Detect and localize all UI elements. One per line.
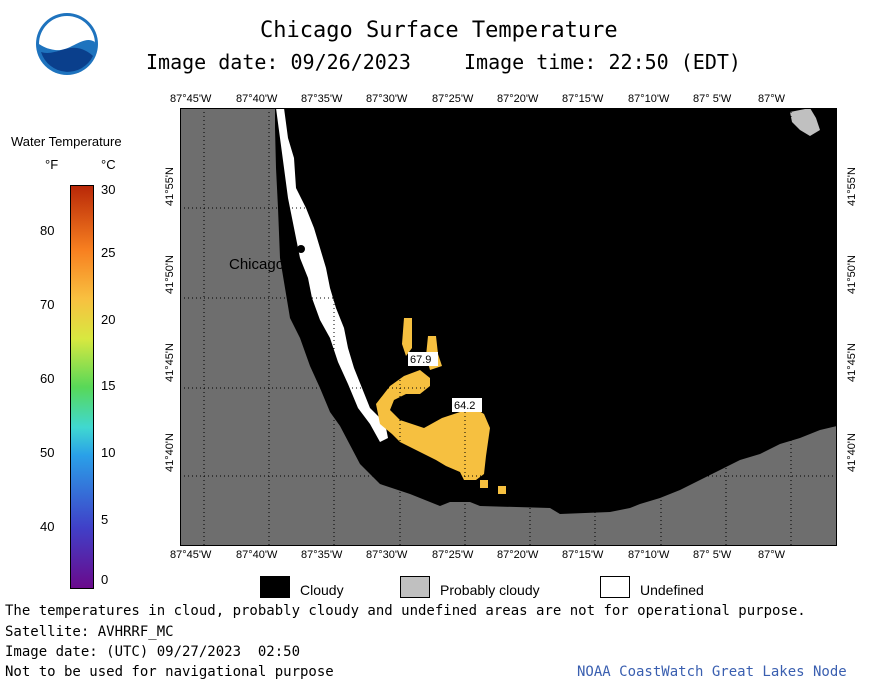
longitude-tick-label: 87° 5'W bbox=[693, 93, 732, 105]
point-label-bg bbox=[408, 352, 438, 366]
colorbar-c-tick: 20 bbox=[101, 312, 116, 327]
colorbar-f-tick: 70 bbox=[40, 297, 55, 312]
map-border bbox=[180, 108, 837, 546]
legend-swatch-probably-cloudy bbox=[400, 576, 430, 598]
latitude-tick-label: 41°55'N bbox=[164, 167, 176, 206]
warm-water-pixel bbox=[498, 486, 506, 494]
noaa-logo: NOAA bbox=[35, 12, 99, 76]
colorbar-f-tick: 40 bbox=[40, 519, 55, 534]
graticule bbox=[180, 108, 837, 546]
colorbar-title: Water Temperature bbox=[11, 134, 122, 149]
colorbar-c-tick: 30 bbox=[101, 182, 116, 197]
latitude-tick-label: 41°50'N bbox=[846, 255, 858, 294]
legend-swatch-cloudy bbox=[260, 576, 290, 598]
latitude-tick-label: 41°40'N bbox=[846, 433, 858, 472]
longitude-tick-label: 87°15'W bbox=[562, 93, 604, 105]
longitude-tick-label: 87°15'W bbox=[562, 549, 604, 561]
colorbar-c-tick: 25 bbox=[101, 245, 116, 260]
cloudy-area bbox=[275, 108, 837, 514]
legend-swatch-undefined bbox=[600, 576, 630, 598]
longitude-tick-label: 87°45'W bbox=[170, 93, 212, 105]
legend-label-probably-cloudy: Probably cloudy bbox=[440, 582, 540, 598]
svg-text:NOAA: NOAA bbox=[54, 28, 80, 38]
colorbar-c-tick: 0 bbox=[101, 572, 109, 587]
longitude-tick-label: 87°45'W bbox=[170, 549, 212, 561]
latitude-tick-label: 41°50'N bbox=[164, 255, 176, 294]
longitude-tick-label: 87°10'W bbox=[628, 549, 670, 561]
longitude-tick-label: 87°20'W bbox=[497, 93, 539, 105]
probably-cloudy-area bbox=[790, 108, 820, 136]
longitude-tick-label: 87°10'W bbox=[628, 93, 670, 105]
map-panel: Chicago 67.9 64.2 bbox=[180, 108, 837, 546]
warm-water-patch bbox=[402, 318, 412, 356]
colorbar-c-tick: 15 bbox=[101, 378, 116, 393]
colorbar bbox=[70, 185, 94, 589]
latitude-tick-label: 41°45'N bbox=[164, 343, 176, 382]
longitude-tick-label: 87°W bbox=[758, 93, 786, 105]
longitude-tick-label: 87°30'W bbox=[366, 549, 408, 561]
colorbar-c-tick: 5 bbox=[101, 512, 109, 527]
longitude-tick-label: 87°25'W bbox=[432, 93, 474, 105]
page-title: Chicago Surface Temperature bbox=[260, 18, 618, 43]
longitude-tick-label: 87°40'W bbox=[236, 93, 278, 105]
city-label: Chicago bbox=[229, 256, 284, 273]
legend-label-undefined: Undefined bbox=[640, 582, 704, 598]
footer-credit: NOAA CoastWatch Great Lakes Node bbox=[577, 664, 847, 680]
latitude-tick-label: 41°55'N bbox=[846, 167, 858, 206]
colorbar-unit-f: °F bbox=[45, 157, 59, 172]
point-label-bg bbox=[452, 398, 482, 412]
latitude-tick-label: 41°45'N bbox=[846, 343, 858, 382]
warm-water-patch bbox=[376, 370, 490, 480]
latitude-tick-label: 41°40'N bbox=[164, 433, 176, 472]
footer-satellite: Satellite: AVHRRF_MC bbox=[5, 624, 174, 640]
warm-water-pixel bbox=[480, 480, 488, 488]
longitude-tick-label: 87°40'W bbox=[236, 549, 278, 561]
longitude-tick-label: 87°W bbox=[758, 549, 786, 561]
longitude-tick-label: 87°20'W bbox=[497, 549, 539, 561]
longitude-tick-label: 87°35'W bbox=[301, 93, 343, 105]
colorbar-f-tick: 50 bbox=[40, 445, 55, 460]
longitude-tick-label: 87° 5'W bbox=[693, 549, 732, 561]
footer-nav-warning: Not to be used for navigational purpose bbox=[5, 664, 334, 680]
point-label-2: 64.2 bbox=[454, 400, 475, 412]
longitude-tick-label: 87°30'W bbox=[366, 93, 408, 105]
longitude-tick-label: 87°25'W bbox=[432, 549, 474, 561]
colorbar-c-tick: 10 bbox=[101, 445, 116, 460]
chicago-marker bbox=[297, 245, 305, 253]
point-label-1: 67.9 bbox=[410, 354, 431, 366]
footer-utc-date: Image date: (UTC) 09/27/2023 02:50 bbox=[5, 644, 301, 660]
colorbar-f-tick: 80 bbox=[40, 223, 55, 238]
footer-disclaimer: The temperatures in cloud, probably clou… bbox=[5, 603, 806, 619]
legend-label-cloudy: Cloudy bbox=[300, 582, 344, 598]
colorbar-f-tick: 60 bbox=[40, 371, 55, 386]
image-time: Image time: 22:50 (EDT) bbox=[464, 50, 741, 74]
colorbar-unit-c: °C bbox=[101, 157, 116, 172]
image-date: Image date: 09/26/2023 bbox=[146, 50, 411, 74]
longitude-tick-label: 87°35'W bbox=[301, 549, 343, 561]
undefined-coast-strip bbox=[276, 108, 388, 442]
